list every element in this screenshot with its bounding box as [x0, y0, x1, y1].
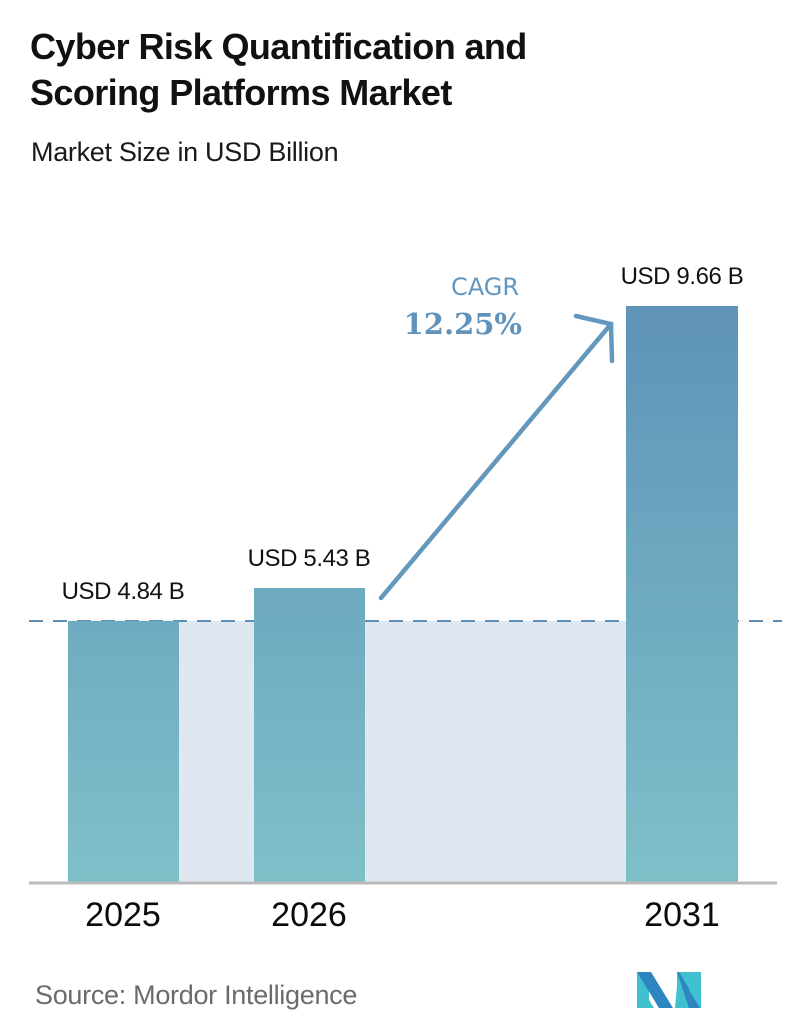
value-label-2025: USD 4.84 B: [62, 578, 185, 605]
source-credit: Source: Mordor Intelligence: [35, 980, 358, 1010]
x-tick-2025: 2025: [85, 896, 161, 934]
mordor-intelligence-logo-icon: [637, 972, 701, 1008]
cagr-label: CAGR: [451, 273, 519, 301]
x-tick-2031: 2031: [644, 896, 720, 934]
cagr-value: 12.25%: [404, 307, 522, 341]
bar-2025: [68, 621, 179, 882]
bar-2031: [626, 306, 738, 882]
title-line-1: Cyber Risk Quantification and: [30, 26, 527, 67]
x-tick-2026: 2026: [271, 896, 347, 934]
chart-title: Cyber Risk Quantification and Scoring Pl…: [30, 24, 527, 116]
bar-2026: [254, 588, 365, 882]
value-label-2031: USD 9.66 B: [621, 263, 744, 290]
cagr-arrow-icon: [378, 313, 615, 601]
value-label-2026: USD 5.43 B: [248, 545, 371, 572]
chart-subtitle: Market Size in USD Billion: [31, 137, 339, 167]
title-line-2: Scoring Platforms Market: [30, 72, 452, 113]
